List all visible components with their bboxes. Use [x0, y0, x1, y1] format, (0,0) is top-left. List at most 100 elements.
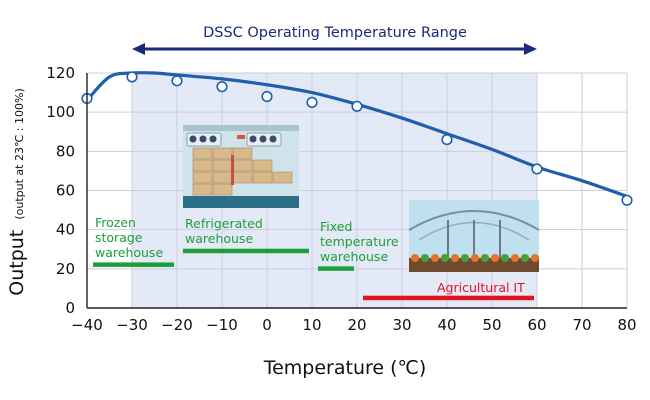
application-label-line: Agricultural IT — [437, 280, 525, 295]
alarm-light — [237, 135, 245, 139]
warehouse-pillar — [231, 155, 234, 185]
crop-plant — [471, 254, 479, 262]
y-tick-label: 120 — [46, 64, 75, 82]
y-tick-label: 100 — [46, 103, 75, 121]
y-tick-label: 0 — [65, 299, 75, 317]
data-point — [621, 194, 633, 206]
stacked-box — [212, 183, 233, 196]
application-label-line: warehouse — [95, 245, 163, 260]
data-point — [441, 133, 453, 146]
crop-plant — [411, 254, 419, 262]
y-axis-title: Output (output at 23℃ : 100%) — [6, 88, 28, 296]
crop-plant — [481, 254, 489, 262]
stacked-box — [192, 159, 213, 172]
crop-plant — [421, 254, 429, 262]
x-tick-label: 60 — [527, 316, 546, 334]
application-range-bar — [183, 248, 309, 254]
application-label-line: warehouse — [320, 249, 388, 264]
greenhouse-picture — [408, 200, 540, 272]
data-point — [171, 75, 183, 87]
svg-text:Output (output at 23℃ :: Output (output at 23℃ : 100%) — [6, 88, 28, 296]
stacked-box — [192, 147, 213, 160]
x-axis-label: Temperature (℃) — [263, 357, 427, 379]
x-axis-title: Temperature (℃) — [263, 357, 427, 379]
x-tick-label: 70 — [572, 316, 591, 334]
x-tick-label: 50 — [482, 316, 501, 334]
y-tick-labels: 0 20 40 60 80 100 120 — [46, 64, 75, 317]
x-tick-label: 10 — [302, 316, 321, 334]
application-label-line: storage — [95, 230, 143, 245]
x-tick-label: 80 — [617, 316, 636, 334]
warehouse-floor — [183, 196, 299, 208]
x-tick-labels: −40 −30 −20 −10 0 10 20 30 40 50 60 70 80 — [71, 316, 636, 334]
stacked-box — [212, 171, 233, 184]
stacked-box — [212, 147, 233, 160]
stacked-box — [252, 159, 273, 172]
chart-title: DSSC Operating Temperature Range — [203, 25, 467, 41]
stacked-box — [192, 171, 213, 184]
data-point — [261, 90, 273, 103]
data-point — [216, 81, 228, 93]
y-axis-label: Output — [6, 230, 28, 296]
application-label-line: Frozen — [95, 215, 136, 230]
stacked-box — [192, 183, 213, 196]
arrow-head-left — [132, 43, 145, 55]
fan-icon — [189, 135, 197, 143]
data-point — [306, 96, 318, 108]
stacked-box — [252, 171, 273, 184]
x-tick-label: 30 — [392, 316, 411, 334]
crop-plant — [441, 254, 449, 262]
y-tick-label: 40 — [56, 221, 75, 239]
application-ranges: FrozenstoragewarehouseRefrigeratedwareho… — [93, 215, 534, 301]
x-tick-label: 20 — [347, 316, 366, 334]
refrigerated-warehouse-picture — [183, 125, 299, 208]
y-tick-label: 80 — [56, 142, 75, 160]
fan-icon — [259, 135, 267, 143]
data-point — [531, 163, 543, 175]
arrow-head-right — [524, 43, 537, 55]
operating-range-arrow — [132, 43, 537, 55]
stacked-box — [232, 171, 253, 184]
application-range-bar — [318, 266, 354, 271]
y-tick-label: 20 — [56, 260, 75, 278]
stacked-box — [212, 159, 233, 172]
fan-icon — [209, 135, 217, 143]
application-label-line: temperature — [320, 234, 399, 249]
data-points — [81, 71, 633, 206]
data-point — [351, 100, 363, 112]
crop-plant — [511, 254, 519, 262]
application-range-bar — [363, 295, 534, 301]
crop-plant — [461, 254, 469, 262]
output-curve-line — [85, 71, 629, 198]
application-label-line: warehouse — [185, 231, 253, 246]
x-tick-label: 40 — [437, 316, 456, 334]
fan-icon — [269, 135, 277, 143]
y-tick-label: 60 — [56, 182, 75, 200]
data-point — [126, 71, 138, 83]
x-tick-label: 0 — [262, 316, 272, 334]
application-range-bar — [93, 262, 174, 267]
x-tick-label: −10 — [206, 316, 238, 334]
stacked-box — [232, 147, 253, 160]
warehouse-ceiling — [183, 125, 299, 131]
greenhouse-arch — [408, 210, 540, 231]
crop-plant — [431, 254, 439, 262]
stacked-box — [232, 159, 253, 172]
x-tick-label: −40 — [71, 316, 103, 334]
axes — [86, 73, 627, 309]
x-tick-label: −20 — [161, 316, 193, 334]
x-tick-label: −30 — [116, 316, 148, 334]
crop-plant — [501, 254, 509, 262]
crop-plant — [521, 254, 529, 262]
crop-plant — [451, 254, 459, 262]
crop-plant — [491, 254, 499, 262]
fan-icon — [199, 135, 207, 143]
application-label-line: Fixed — [320, 219, 352, 234]
application-3: Agricultural IT — [363, 280, 534, 301]
output-curve — [85, 71, 629, 198]
application-label-line: Refrigerated — [185, 216, 263, 231]
